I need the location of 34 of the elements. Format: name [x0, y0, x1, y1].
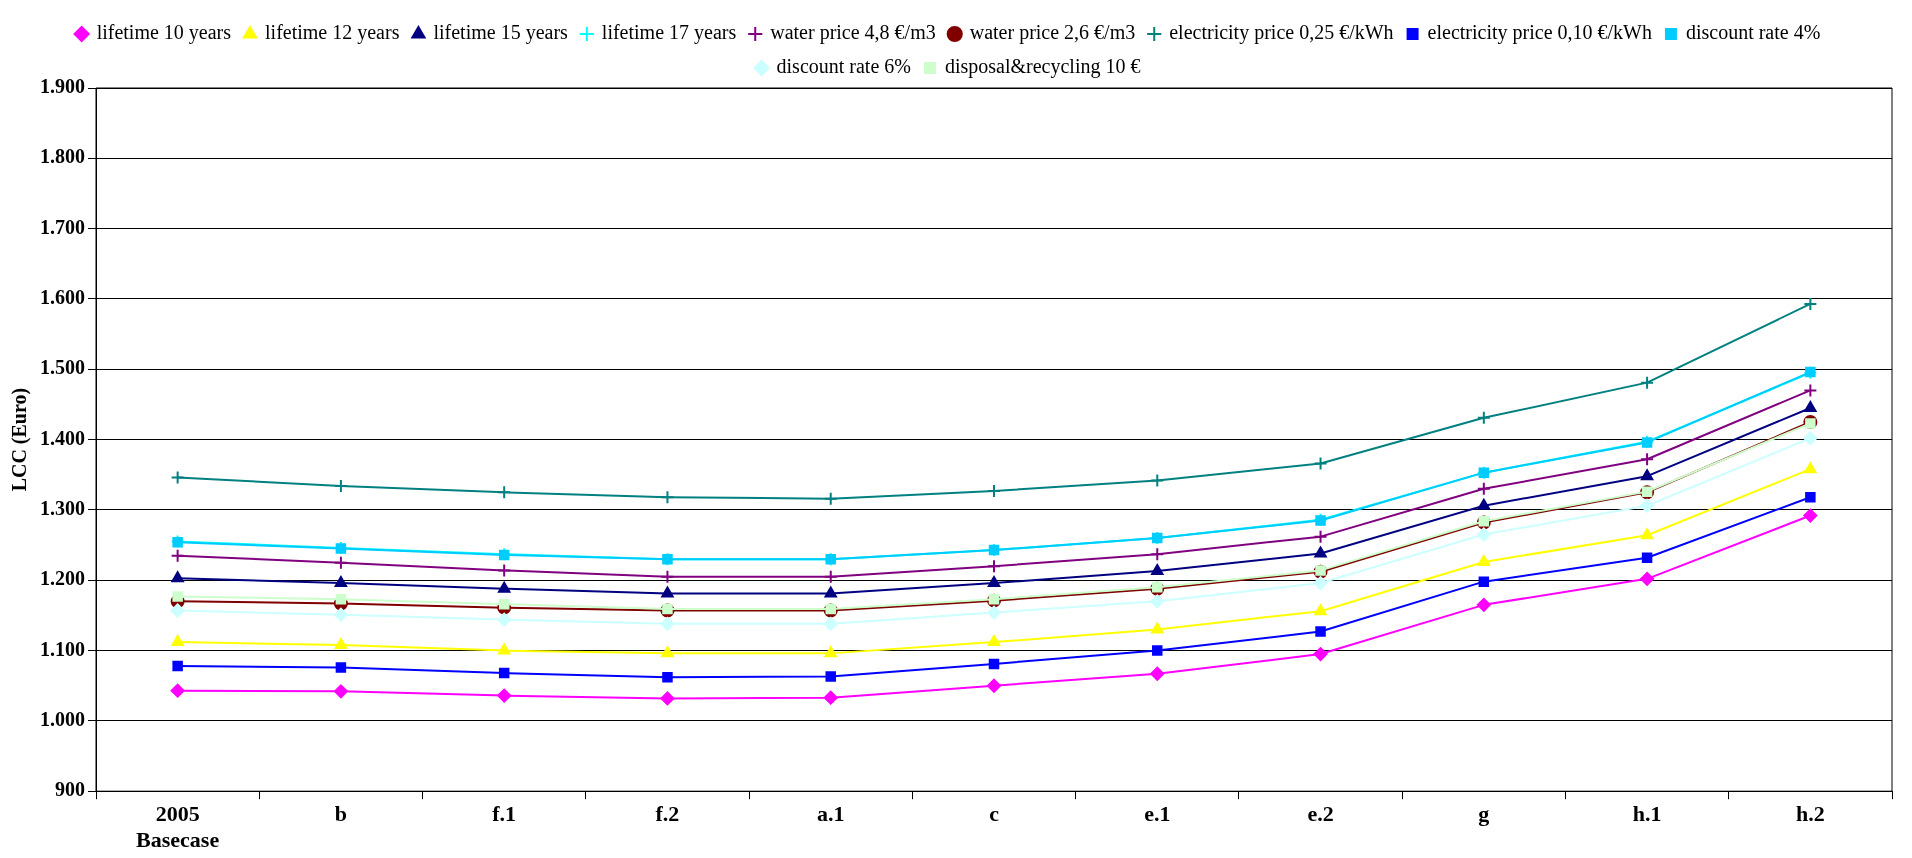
legend-label: lifetime 15 years [433, 21, 569, 45]
x-tick-label: b [334, 801, 348, 827]
y-tick-label: 1.600 [40, 286, 85, 309]
y-axis-title: LCC (Euro) [8, 387, 32, 492]
y-tick-label: 1.100 [40, 637, 85, 660]
x-tick-label: h.1 [1632, 801, 1662, 827]
y-tick-label: 900 [55, 778, 85, 801]
legend-label: discount rate 4% [1685, 21, 1821, 44]
x-tick-label: g [1478, 801, 1490, 827]
x-tick-label: f.2 [655, 801, 680, 827]
legend-label: water price 4,8 €/m3 [770, 21, 936, 45]
legend-label: water price 2,6 €/m3 [969, 21, 1136, 45]
legend-label: lifetime 12 years [265, 21, 400, 45]
x-tick-label: f.1 [492, 801, 517, 827]
legend-label: discount rate 6% [776, 55, 911, 78]
x-tick-label: a.1 [816, 801, 845, 827]
y-tick-label: 1.700 [40, 215, 85, 238]
legend-label: disposal&recycling 10 € [944, 55, 1141, 79]
y-tick-label: 1.800 [40, 145, 85, 168]
legend-label: lifetime 17 years [601, 21, 737, 45]
y-tick-label: 1.000 [40, 708, 85, 731]
legend-label: electricity price 0,10 €/kWh [1427, 21, 1652, 45]
x-tick-label: h.2 [1795, 801, 1825, 827]
y-tick-label: 1.900 [40, 75, 85, 98]
x-tick-label: 2005 Basecase [136, 801, 220, 853]
x-tick-label: e.1 [1144, 801, 1171, 827]
legend-label: lifetime 10 years [96, 21, 232, 45]
x-tick-label: e.2 [1307, 801, 1334, 827]
y-tick-label: 1.500 [40, 356, 85, 379]
y-tick-label: 1.400 [40, 426, 85, 449]
y-tick-label: 1.200 [40, 567, 85, 590]
y-tick-label: 1.300 [40, 497, 85, 520]
legend-label: electricity price 0,25 €/kWh [1169, 21, 1394, 45]
x-tick-label: c [989, 801, 1000, 827]
